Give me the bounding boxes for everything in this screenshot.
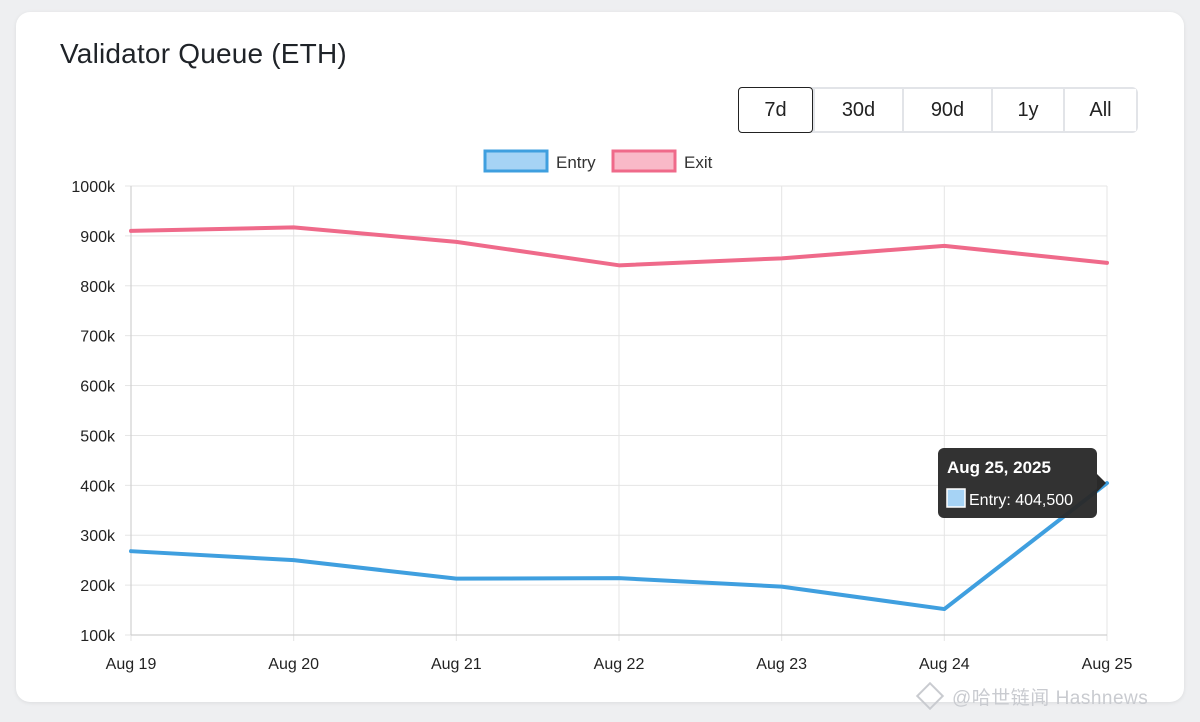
x-tick-label: Aug 22 xyxy=(594,656,645,673)
y-tick-label: 200k xyxy=(80,578,116,595)
y-tick-label: 100k xyxy=(80,628,116,645)
chart-legend: Entry Exit xyxy=(483,149,713,173)
x-tick-label: Aug 19 xyxy=(106,656,157,673)
y-tick-label: 800k xyxy=(80,279,116,296)
y-tick-label: 900k xyxy=(80,229,116,246)
legend-entry-swatch[interactable] xyxy=(483,149,549,173)
page-title: Validator Queue (ETH) xyxy=(60,38,347,69)
exit-series-line[interactable] xyxy=(129,225,1109,268)
x-tick-label: Aug 23 xyxy=(756,656,807,673)
x-tick-label: Aug 25 xyxy=(1082,656,1133,673)
y-tick-label: 1000k xyxy=(71,179,116,196)
tooltip-label: Entry: 404,500 xyxy=(969,492,1073,509)
time-range-selector: 7d 30d 90d 1y All xyxy=(738,87,1138,133)
y-tick-label: 600k xyxy=(80,379,116,396)
chart-tooltip: Aug 25, 2025 Entry: 404,500 xyxy=(938,448,1106,518)
range-30d-button[interactable]: 30d xyxy=(813,89,902,131)
y-tick-label: 300k xyxy=(80,528,116,545)
x-tick-label: Aug 21 xyxy=(431,656,482,673)
y-tick-label: 400k xyxy=(80,478,116,495)
range-90d-button[interactable]: 90d xyxy=(902,89,991,131)
x-tick-label: Aug 24 xyxy=(919,656,970,673)
legend-exit-label[interactable]: Exit xyxy=(684,153,713,172)
chart-grid xyxy=(125,185,1108,641)
tooltip-title: Aug 25, 2025 xyxy=(947,458,1051,477)
range-1y-button[interactable]: 1y xyxy=(991,89,1063,131)
y-tick-label: 700k xyxy=(80,329,116,346)
y-tick-label: 500k xyxy=(80,428,116,445)
tooltip-background xyxy=(938,448,1097,518)
legend-exit-swatch[interactable] xyxy=(611,149,677,173)
watermark: @哈世链闻 Hashnews xyxy=(915,681,1149,711)
range-all-button[interactable]: All xyxy=(1063,89,1136,131)
x-tick-label: Aug 20 xyxy=(268,656,319,673)
chart-axes: 1000k 900k 800k 700k 600k 500k 400k 300k 200k 100… xyxy=(71,179,1132,673)
chart-series xyxy=(129,225,1109,612)
entry-series-line[interactable] xyxy=(129,481,1109,612)
tooltip-arrow xyxy=(1097,474,1106,492)
diamond-logo-icon xyxy=(915,681,945,711)
range-7d-button[interactable]: 7d xyxy=(738,87,813,133)
legend-entry-label[interactable]: Entry xyxy=(556,153,596,172)
watermark-text: @哈世链闻 Hashnews xyxy=(952,688,1149,709)
tooltip-entry-swatch xyxy=(946,488,966,508)
